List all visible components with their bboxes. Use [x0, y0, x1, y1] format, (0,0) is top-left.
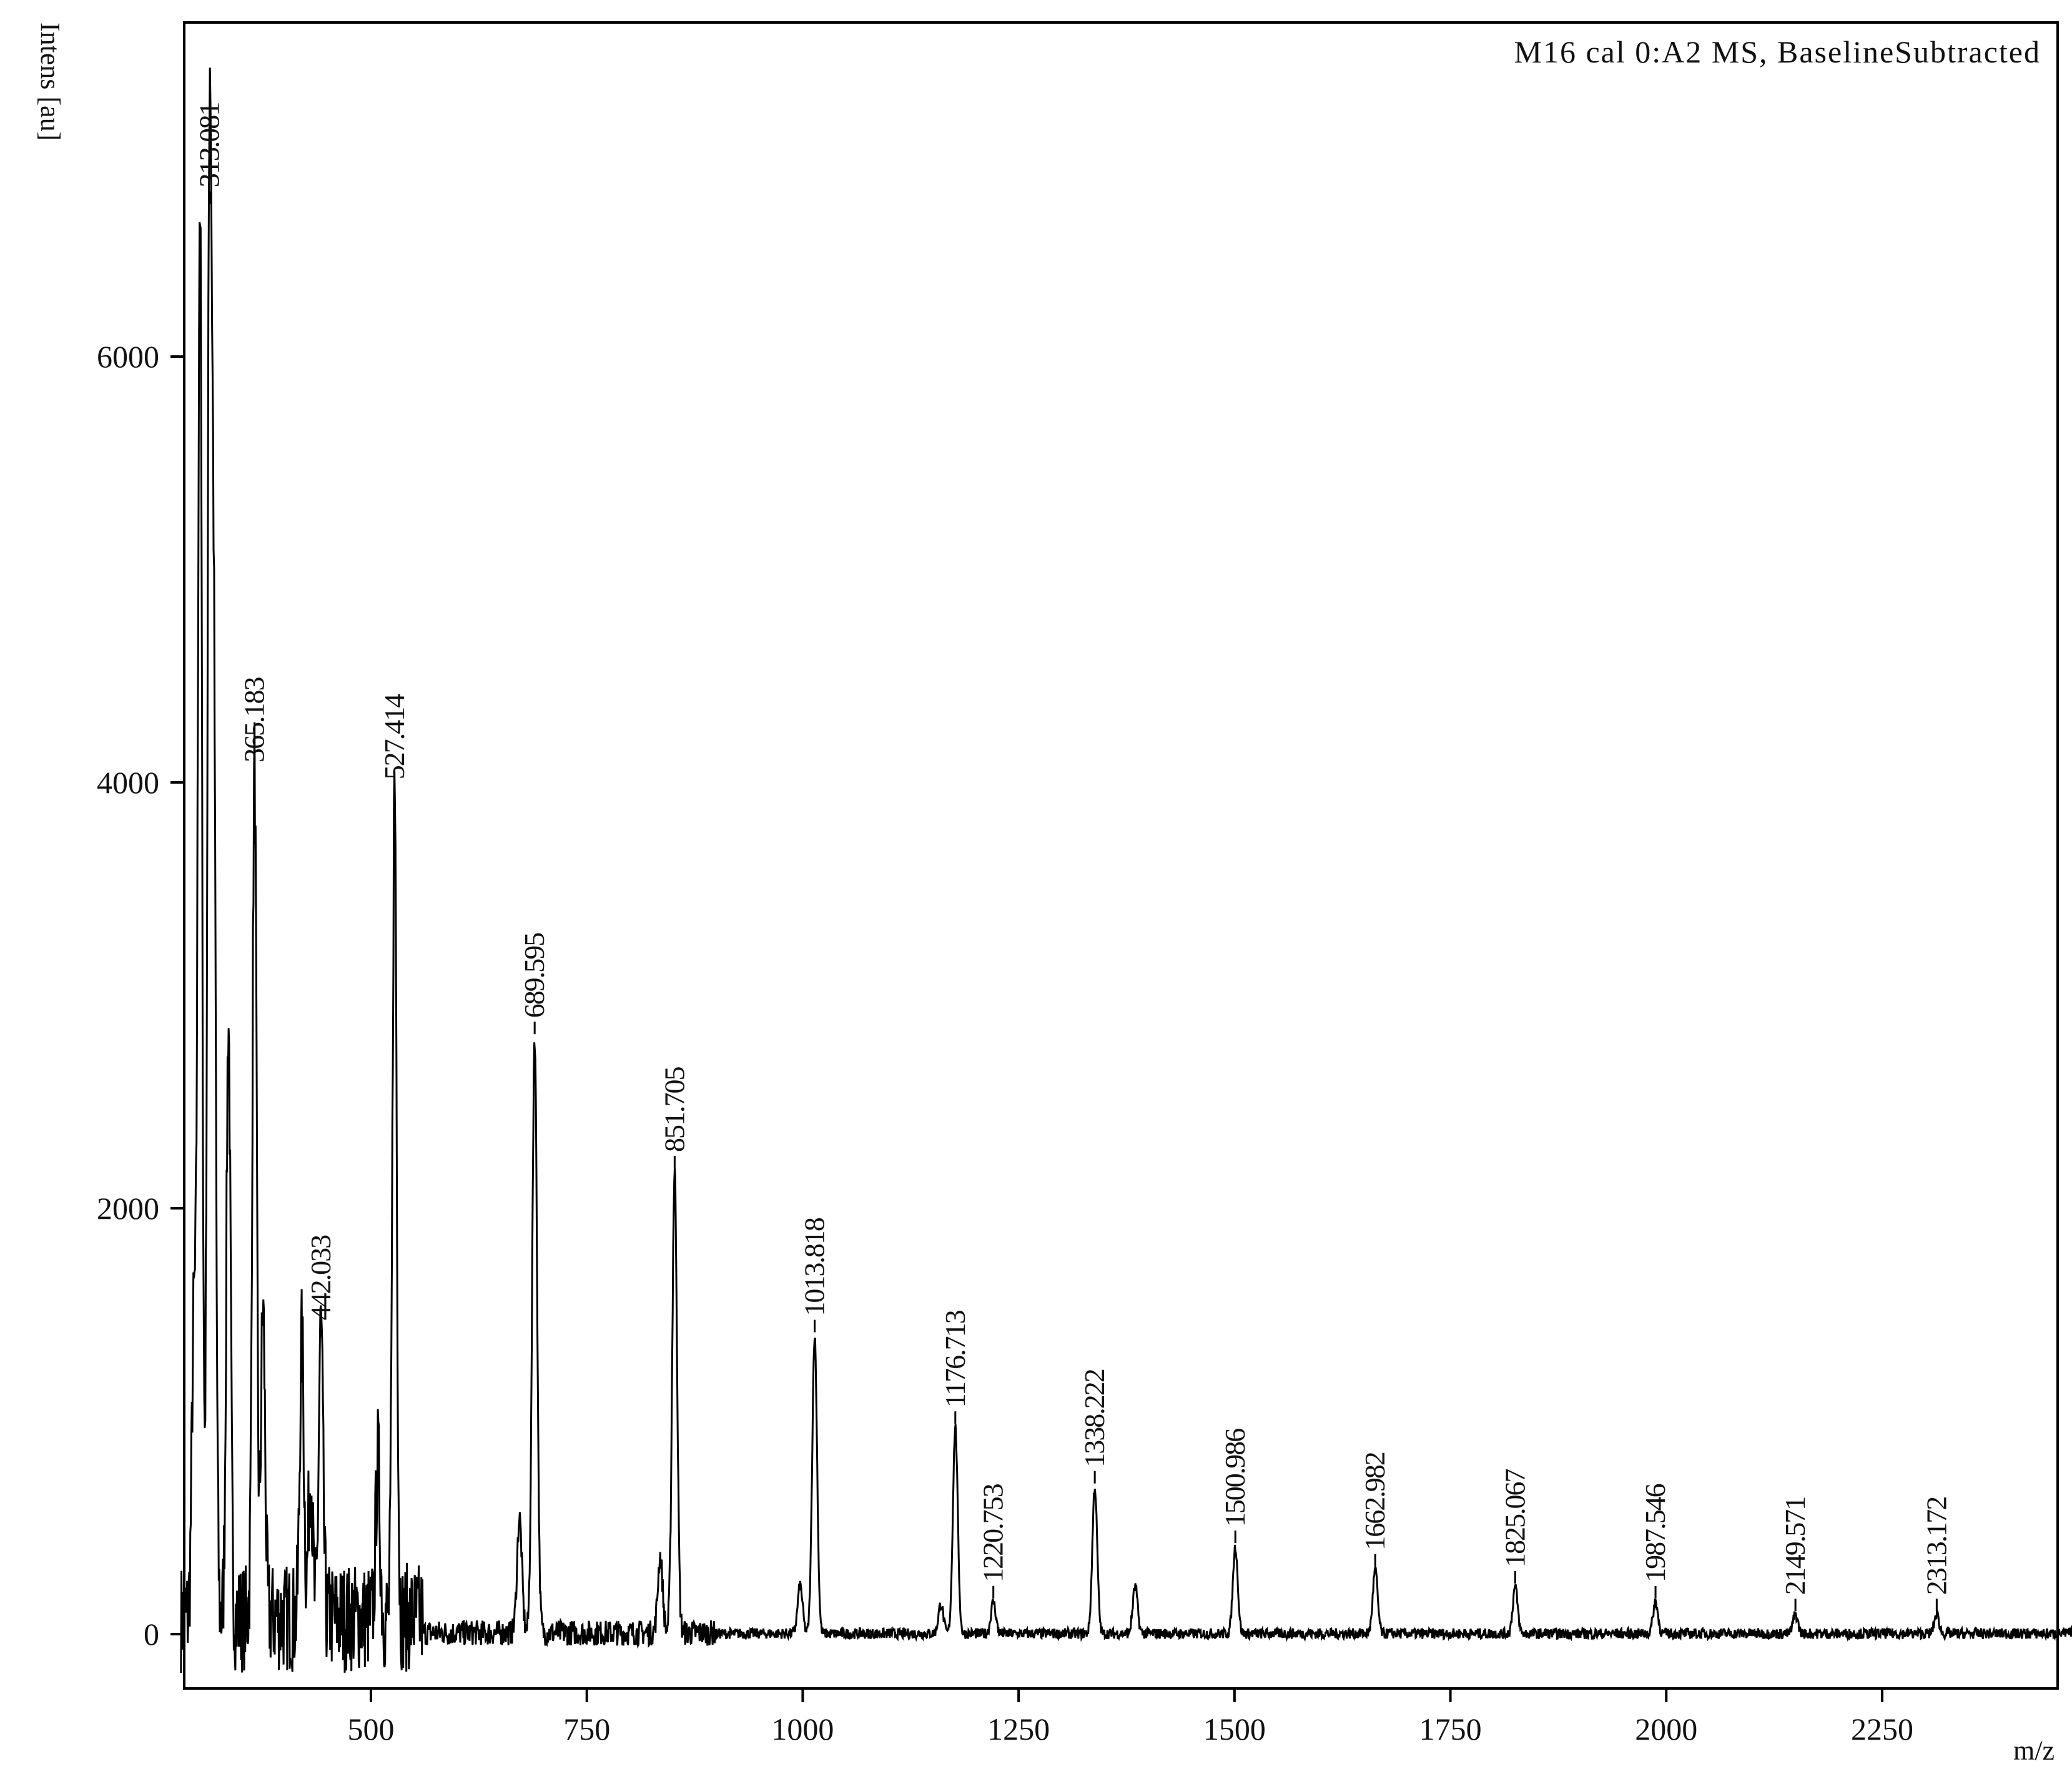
peak-label: 1825.067: [1499, 1469, 1531, 1567]
x-tick-label: 1750: [1419, 1712, 1482, 1747]
y-tick-label: 4000: [97, 765, 159, 800]
y-tick-label: 0: [144, 1617, 159, 1652]
peak-label: 1013.818: [799, 1218, 831, 1316]
peak-label: 1500.986: [1219, 1429, 1251, 1527]
y-axis: 0 2000 4000 6000: [97, 339, 184, 1652]
chart-title: M16 cal 0:A2 MS, BaselineSubtracted: [1514, 34, 2041, 69]
y-axis-title: Intens [au]: [35, 22, 66, 140]
peak-label: 1987.546: [1639, 1484, 1671, 1582]
peak-label: 2313.172: [1920, 1497, 1952, 1595]
peak-labels: 313.081 365.183 442.033 527.414 689.595 851.7…: [194, 103, 1952, 1612]
peak-label: 365.183: [239, 678, 270, 763]
peak-label: 442.033: [305, 1235, 337, 1321]
peak-label: 1662.982: [1359, 1452, 1391, 1550]
x-tick-label: 2250: [1851, 1712, 1913, 1747]
peak-label: 1220.753: [977, 1484, 1009, 1582]
y-tick-label: 2000: [97, 1191, 159, 1226]
x-tick-label: 1500: [1203, 1712, 1266, 1747]
peak-label: 313.081: [194, 103, 225, 188]
x-tick-label: 500: [348, 1712, 395, 1747]
x-tick-label: 1250: [987, 1712, 1050, 1747]
peak-label: 1338.222: [1078, 1369, 1110, 1467]
spectrum-trace: [180, 67, 2072, 1673]
x-tick-label: 1000: [771, 1712, 834, 1747]
peak-label: 689.595: [518, 933, 550, 1018]
x-axis: 500 750 1000 1250 1500 1750 2000 2250: [348, 1688, 1913, 1747]
plot-frame: [183, 21, 2059, 1690]
y-tick-label: 6000: [97, 339, 159, 374]
peak-label: 2149.571: [1779, 1497, 1811, 1595]
peak-label: 1176.713: [939, 1310, 971, 1407]
x-tick-label: 750: [563, 1712, 610, 1747]
peak-label: 527.414: [378, 694, 410, 780]
x-tick-label: 2000: [1635, 1712, 1697, 1747]
x-axis-title: m/z: [2013, 1735, 2055, 1766]
peak-label: 851.705: [658, 1067, 690, 1153]
